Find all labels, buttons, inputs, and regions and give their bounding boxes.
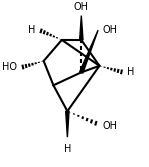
Text: HO: HO: [2, 62, 17, 72]
Text: OH: OH: [102, 25, 117, 35]
Polygon shape: [66, 111, 69, 137]
Polygon shape: [80, 16, 83, 40]
Polygon shape: [80, 30, 98, 73]
Text: OH: OH: [74, 2, 89, 12]
Text: H: H: [127, 67, 135, 77]
Text: OH: OH: [102, 121, 117, 131]
Text: H: H: [64, 144, 71, 154]
Text: H: H: [28, 25, 35, 35]
